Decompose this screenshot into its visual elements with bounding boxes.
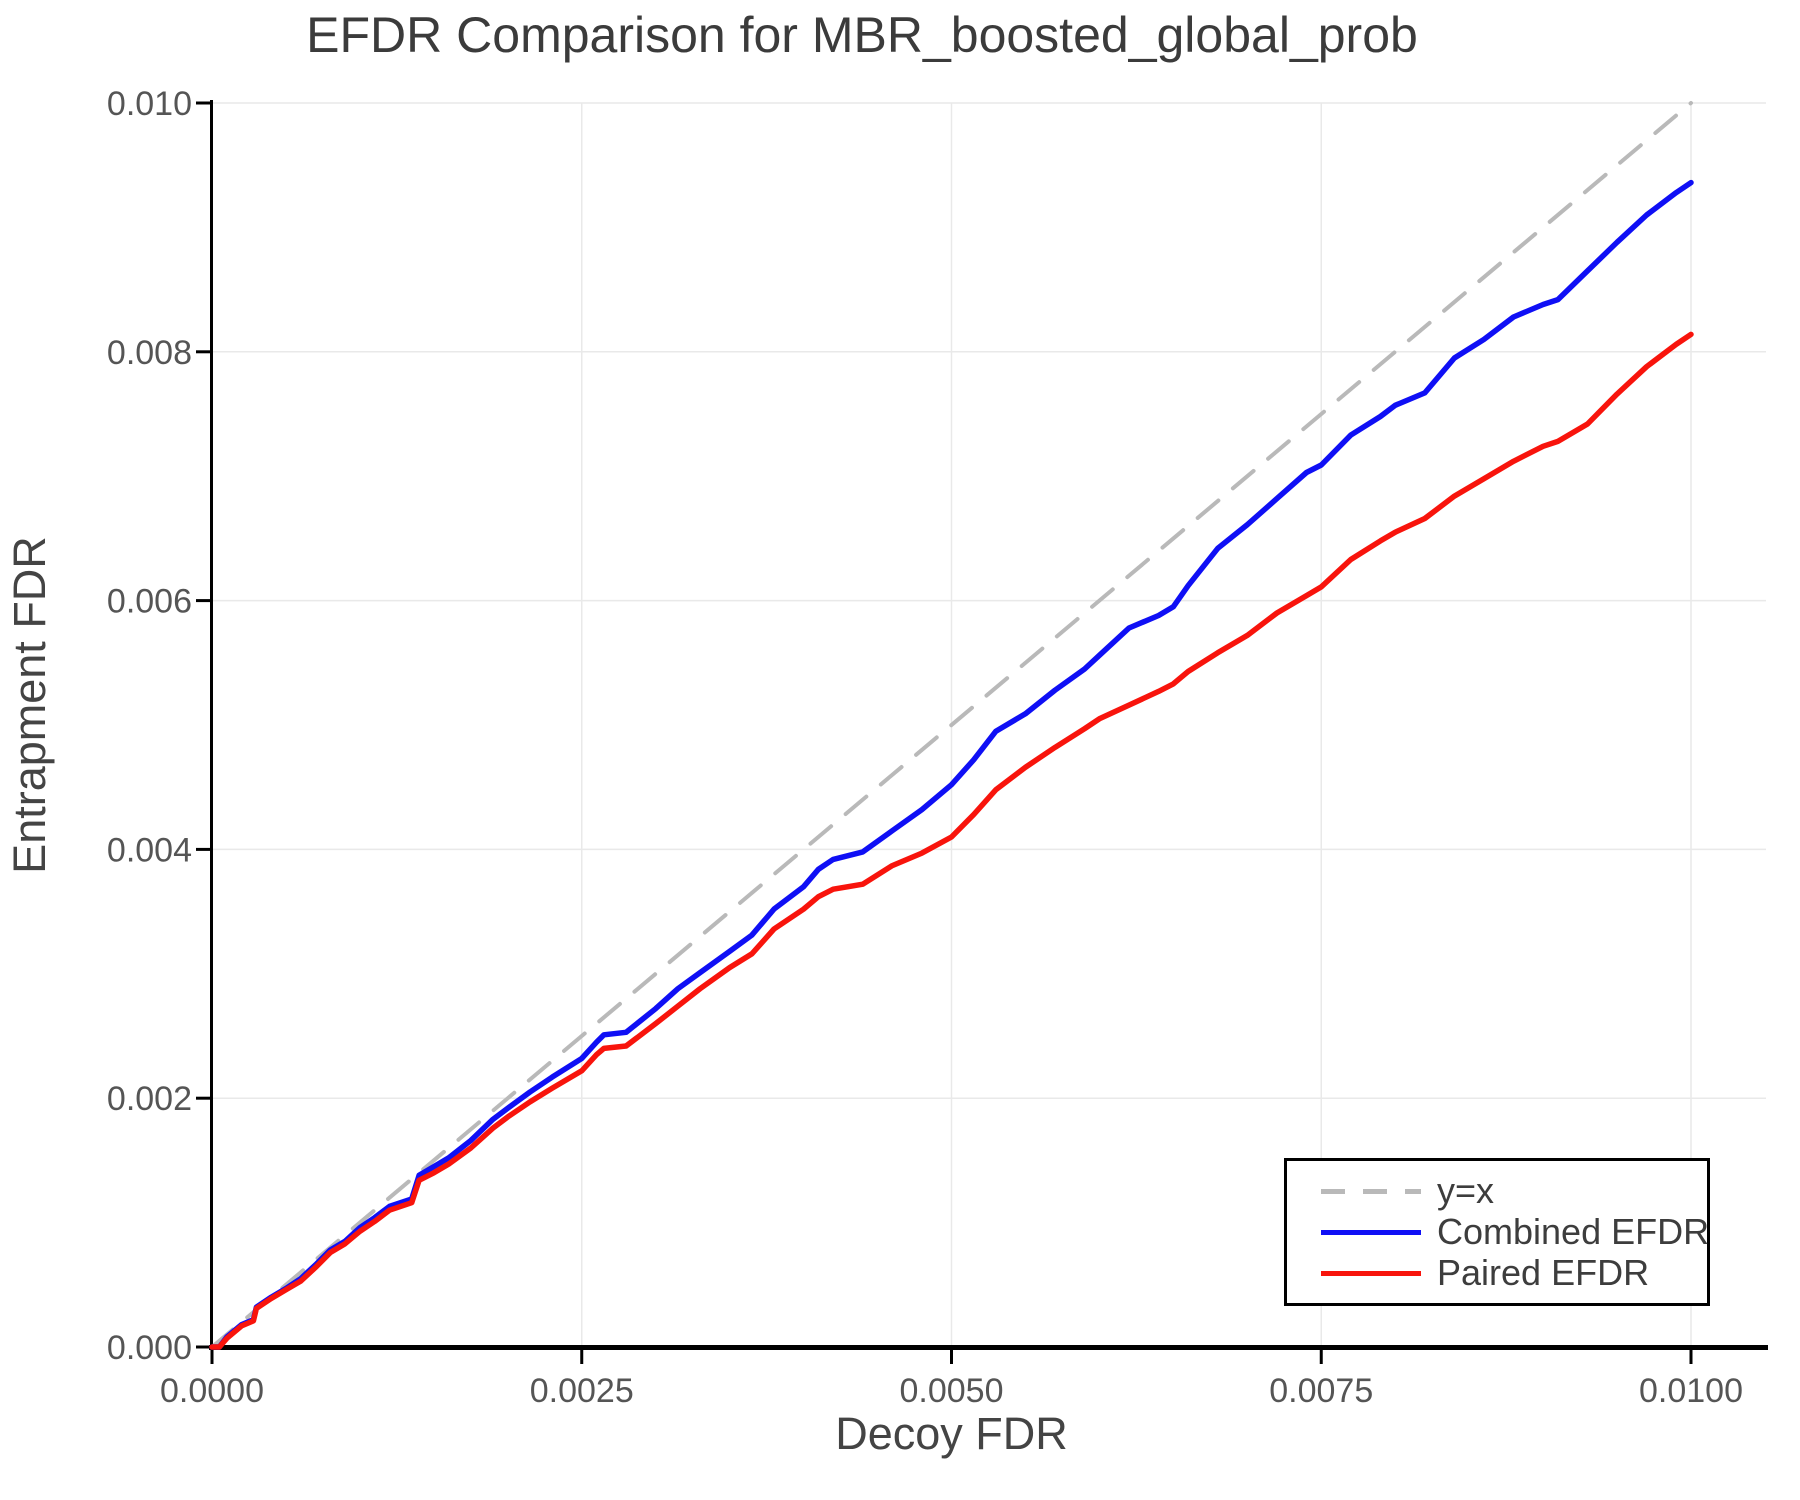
y-tick-label: 0.000	[107, 1329, 192, 1367]
x-axis-title: Decoy FDR	[835, 1408, 1068, 1459]
x-tick-label: 0.0075	[1269, 1372, 1373, 1410]
legend-entry-paired: Paired EFDR	[1321, 1254, 1707, 1292]
x-tick-label: 0.0025	[530, 1372, 634, 1410]
legend-label-identity: y=x	[1437, 1170, 1495, 1211]
series-line-y-x	[210, 101, 1693, 1349]
x-tick-label: 0.0000	[160, 1372, 264, 1410]
legend-label-paired: Paired EFDR	[1437, 1252, 1650, 1293]
legend-entry-identity: y=x	[1321, 1172, 1707, 1210]
legend: y=x Combined EFDR Paired EFDR	[1284, 1158, 1710, 1306]
series-line-paired-efdr	[209, 331, 1694, 1350]
legend-solid-line-sample-paired	[1321, 1270, 1421, 1276]
y-tick-label: 0.002	[107, 1080, 192, 1118]
y-tick-label: 0.010	[107, 85, 192, 123]
y-axis-title: Entrapment FDR	[4, 536, 55, 874]
legend-solid-line-sample-combined	[1321, 1229, 1421, 1235]
legend-entry-combined: Combined EFDR	[1321, 1211, 1710, 1252]
y-tick-label: 0.008	[107, 334, 192, 372]
x-tick-label: 0.0100	[1639, 1372, 1743, 1410]
y-tick-label: 0.004	[107, 831, 192, 869]
x-tick-label: 0.0050	[900, 1372, 1004, 1410]
chart-title: EFDR Comparison for MBR_boosted_global_p…	[306, 7, 1418, 63]
y-tick-label: 0.006	[107, 583, 192, 621]
legend-label-combined: Combined EFDR	[1437, 1211, 1710, 1252]
legend-dashed-line-sample	[1321, 1188, 1421, 1194]
